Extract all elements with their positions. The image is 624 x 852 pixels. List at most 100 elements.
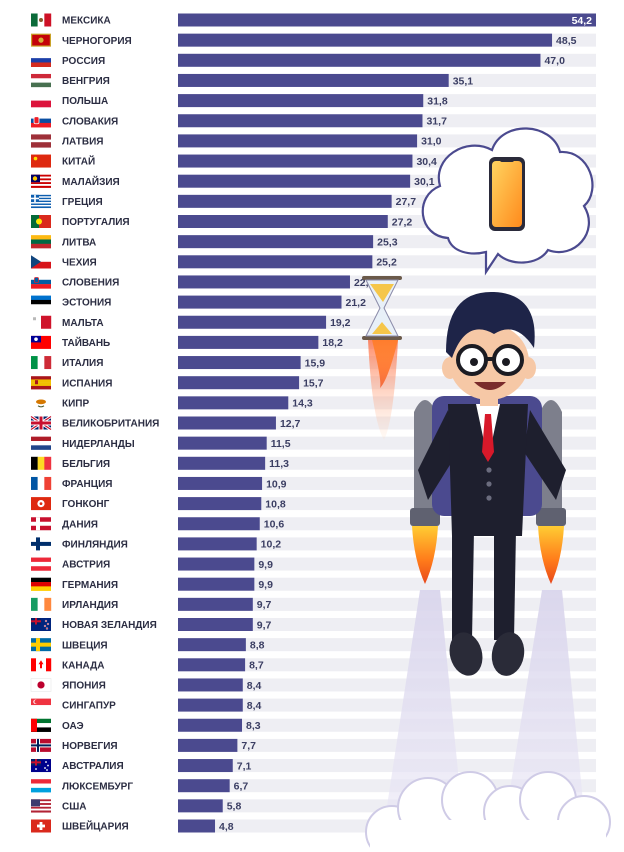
- chart-row: ДАНИЯ 10,6: [31, 517, 285, 531]
- bar: [178, 759, 233, 773]
- bar: [178, 456, 266, 470]
- country-label: РОССИЯ: [62, 56, 105, 67]
- chart-row: БЕЛЬГИЯ 11,3: [31, 456, 289, 470]
- bar: [178, 295, 342, 309]
- country-label: НОРВЕГИЯ: [62, 741, 118, 752]
- flag-denmark-icon: [31, 517, 51, 531]
- flag-singapore-icon: [31, 698, 51, 712]
- country-label: ЛИТВА: [62, 237, 96, 248]
- flag-taiwan-icon: [31, 335, 51, 349]
- flag-belgium-icon: [31, 456, 52, 470]
- value-label: 8,4: [247, 700, 262, 712]
- value-label: 8,8: [250, 639, 265, 651]
- country-label: ВЕНГРИЯ: [62, 76, 110, 87]
- flag-germany-icon: [31, 577, 51, 591]
- chart-row: ГОНКОНГ 10,8: [31, 497, 286, 510]
- value-label: 25,3: [377, 236, 398, 248]
- value-label: 11,5: [271, 438, 291, 450]
- flag-malta-icon: [31, 315, 52, 329]
- country-label: КИПР: [62, 398, 89, 409]
- chart-row: ЧЕРНОГОРИЯ 48,5: [31, 33, 577, 47]
- bar: [178, 376, 300, 390]
- value-label: 9,7: [257, 619, 272, 631]
- country-label: ШВЕЙЦАРИЯ: [62, 820, 129, 833]
- bar: [178, 94, 424, 108]
- bar-track: [178, 618, 596, 631]
- chart-row: ПОЛЬША 31,8: [31, 94, 448, 107]
- flag-china-icon: [31, 154, 51, 168]
- flag-portugal-icon: [31, 215, 51, 228]
- flag-austria-icon: [31, 557, 51, 571]
- bar: [178, 356, 301, 370]
- flag-japan-icon: [30, 678, 52, 692]
- value-label: 31,7: [426, 116, 447, 128]
- chart-row: СИНГАПУР 8,4: [31, 698, 262, 712]
- bar: [178, 658, 246, 672]
- country-label: ЯПОНИЯ: [62, 681, 106, 692]
- bar: [178, 678, 243, 692]
- country-label: ДАНИЯ: [62, 519, 98, 530]
- bar: [178, 275, 350, 289]
- bar: [178, 235, 374, 249]
- country-label: АВСТРИЯ: [62, 560, 110, 571]
- thought-bubble: [421, 127, 594, 276]
- bar: [178, 517, 260, 531]
- flag-poland-icon: [31, 94, 51, 108]
- value-label: 5,8: [227, 801, 242, 813]
- country-label: ОАЭ: [62, 721, 84, 732]
- flag-italy-icon: [31, 356, 52, 370]
- value-label: 54,2: [572, 15, 593, 27]
- country-label: ГРЕЦИЯ: [62, 197, 103, 208]
- chart-row: ЧЕХИЯ 25,2: [31, 255, 397, 269]
- country-label: ЭСТОНИЯ: [62, 298, 111, 309]
- chart-row: ФРАНЦИЯ 10,9: [31, 476, 287, 490]
- country-label: ГОНКОНГ: [62, 499, 110, 510]
- country-label: ЛАТВИЯ: [62, 137, 103, 148]
- bar: [178, 114, 423, 128]
- bar: [178, 33, 553, 47]
- bar: [178, 819, 216, 833]
- value-label: 10,6: [264, 519, 285, 531]
- flag-spain-icon: [31, 376, 51, 390]
- value-label: 18,2: [322, 337, 343, 349]
- chart-row: НИДЕРЛАНДЫ 11,5: [31, 436, 291, 450]
- value-label: 9,7: [257, 599, 272, 611]
- bar: [178, 497, 262, 511]
- value-label: 30,1: [414, 176, 435, 188]
- chart-row: ВЕНГРИЯ 35,1: [31, 73, 473, 87]
- country-label: МАЛЬТА: [62, 318, 104, 329]
- bar: [178, 416, 276, 430]
- bar: [178, 436, 267, 450]
- bar: [178, 73, 449, 87]
- flag-hongkong-icon: [31, 497, 51, 511]
- chart-row: КИПР 14,3: [31, 396, 313, 410]
- bar: [178, 577, 255, 591]
- country-label: ТАЙВАНЬ: [62, 336, 110, 349]
- country-label: АВСТРАЛИЯ: [62, 761, 124, 772]
- flag-cyprus-icon: [31, 396, 51, 410]
- value-label: 8,3: [246, 720, 261, 732]
- country-label: США: [62, 801, 87, 812]
- value-label: 27,7: [396, 196, 417, 208]
- smartphone-icon: [489, 157, 525, 231]
- value-label: 31,0: [421, 136, 442, 148]
- bar: [178, 638, 246, 652]
- flag-new-zealand-icon: [31, 618, 51, 631]
- country-label: ПОРТУГАЛИЯ: [62, 217, 130, 228]
- bar: [178, 738, 238, 752]
- value-label: 7,7: [241, 740, 256, 752]
- clouds: [365, 771, 611, 852]
- value-label: 15,7: [303, 378, 324, 390]
- bar: [178, 174, 411, 188]
- value-label: 15,9: [305, 357, 326, 369]
- chart-row: ИСПАНИЯ 15,7: [31, 376, 324, 390]
- flag-slovakia-icon: [31, 114, 51, 128]
- flag-finland-icon: [31, 537, 51, 551]
- country-label: НИДЕРЛАНДЫ: [62, 439, 135, 450]
- flag-latvia-icon: [31, 134, 51, 148]
- bar: [178, 13, 596, 27]
- country-label: ЛЮКСЕМБУРГ: [62, 781, 133, 792]
- flag-mexico-icon: [31, 13, 52, 27]
- bar-track: [178, 678, 596, 692]
